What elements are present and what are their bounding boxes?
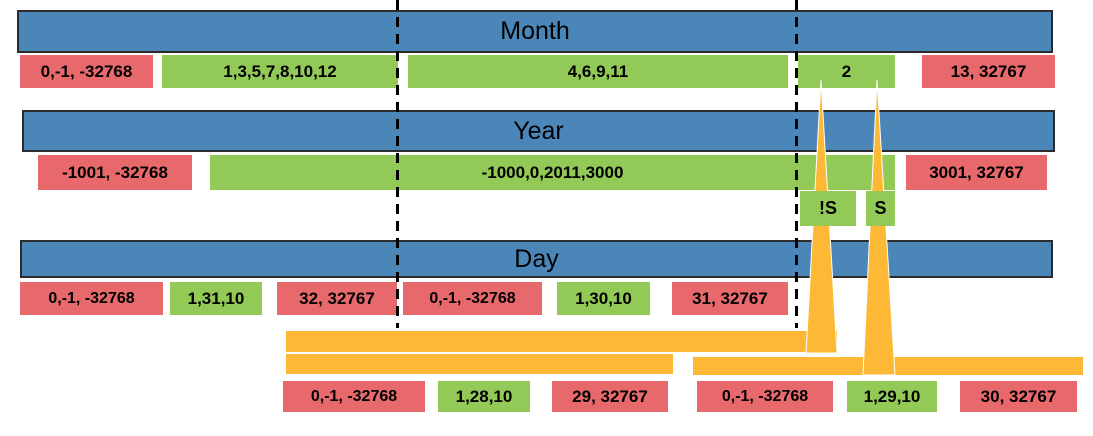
day31-class-valid: 1,31,10 <box>170 282 262 315</box>
feb-nonleap-valid: 1,28,10 <box>438 381 530 412</box>
day31-class-invalid-low: 0,-1, -32768 <box>20 282 163 315</box>
day30-class-invalid-high: 31, 32767 <box>672 282 788 315</box>
month-class-31-day-months: 1,3,5,7,8,10,12 <box>162 55 398 88</box>
feb-leap-invalid-low: 0,-1, -32768 <box>697 381 833 412</box>
month-class-february: 2 <box>798 55 895 88</box>
month-bar: Month <box>17 10 1053 53</box>
month-class-invalid-high: 13, 32767 <box>922 55 1055 88</box>
year-class-valid-range: -1000,0,2011,3000 <box>210 155 895 190</box>
year-bar: Year <box>22 110 1055 152</box>
month-class-30-day-months: 4,6,9,11 <box>408 55 788 88</box>
year-bar-label: Year <box>513 116 564 145</box>
day30-class-valid: 1,30,10 <box>557 282 650 315</box>
feb-nonleap-invalid-high: 29, 32767 <box>552 381 668 412</box>
feb-nonleap-invalid-low: 0,-1, -32768 <box>283 381 425 412</box>
feb-leap-invalid-high: 30, 32767 <box>960 381 1077 412</box>
day31-class-invalid-high: 32, 32767 <box>277 282 397 315</box>
day-bar: Day <box>20 240 1053 278</box>
not-leap-year-flag: !S <box>800 191 856 226</box>
year-class-invalid-low: -1001, -32768 <box>38 155 192 190</box>
year-class-invalid-high: 3001, 32767 <box>906 155 1047 190</box>
day-bar-label: Day <box>514 244 559 273</box>
dashed-separator-right <box>795 0 798 328</box>
day30-class-invalid-low: 0,-1, -32768 <box>403 282 542 315</box>
feb-leap-valid: 1,29,10 <box>847 381 937 412</box>
month-bar-label: Month <box>500 17 570 45</box>
february-leap-bar <box>693 357 1083 375</box>
dashed-separator-left <box>396 0 399 328</box>
february-non-leap-bar <box>286 354 673 374</box>
month-class-invalid-low: 0,-1, -32768 <box>20 55 153 88</box>
non-leap-flow-bar-upper <box>286 331 837 352</box>
leap-year-flag: S <box>866 191 895 226</box>
